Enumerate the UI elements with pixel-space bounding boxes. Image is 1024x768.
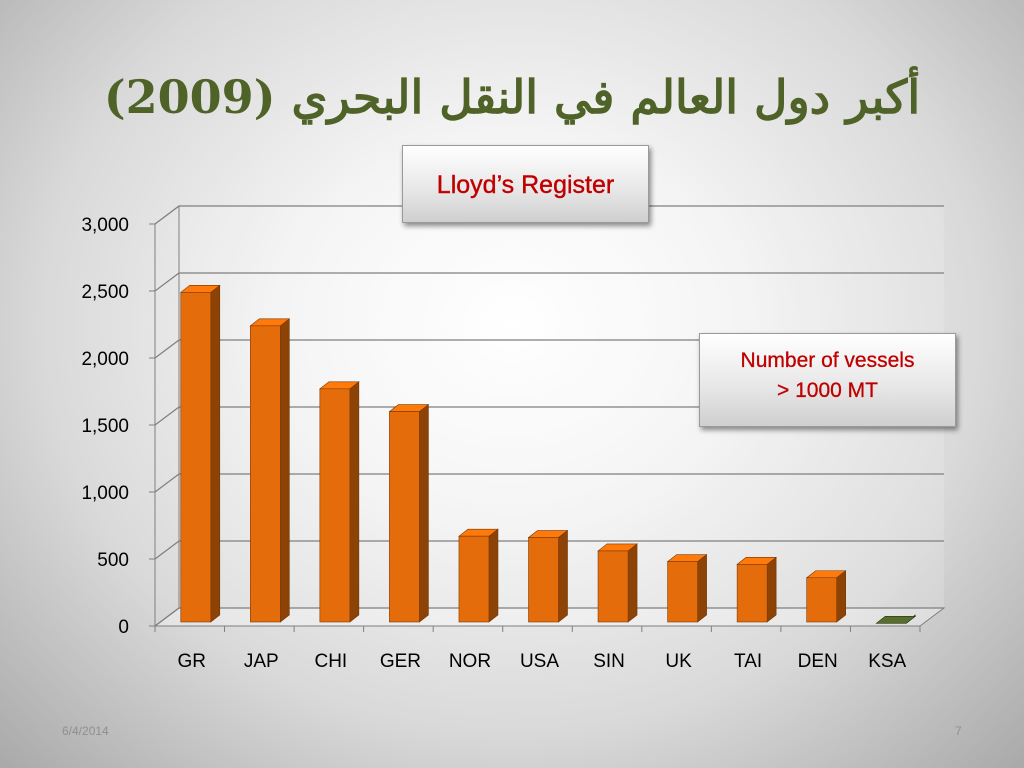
- gridline: [154, 339, 944, 359]
- chart-bars: [179, 284, 917, 624]
- bar-front: [806, 577, 837, 623]
- x-tick-label: DEN: [798, 651, 838, 672]
- y-tick-label: 3,000: [81, 215, 129, 236]
- x-tick-label: KSA: [868, 651, 906, 672]
- y-tick-label: 2,000: [81, 349, 129, 370]
- x-tick-label: SIN: [593, 651, 625, 672]
- bar-front: [667, 561, 698, 623]
- bar-nor: [458, 528, 499, 623]
- bar-usa: [527, 529, 569, 623]
- vessels-note-line1: Number of vessels: [740, 349, 915, 372]
- bar-front: [180, 292, 212, 623]
- y-tick-label: 1,500: [81, 416, 129, 437]
- x-tick-label: GR: [178, 651, 207, 672]
- footer-page-number: 7: [955, 724, 962, 738]
- y-axis-tick-labels: 0 500 1,000 1,500 2,000 2,500 3,000: [81, 215, 129, 638]
- bar-side: [697, 554, 707, 623]
- y-tick-label: 1,000: [81, 483, 129, 504]
- bar-front: [528, 537, 559, 623]
- bar-side: [766, 556, 777, 623]
- bar-ger: [388, 403, 430, 623]
- bar-tai: [736, 556, 778, 623]
- gridline: [154, 540, 944, 560]
- bar-chi: [318, 381, 360, 623]
- bar-front: [389, 411, 420, 623]
- x-tick-label: NOR: [449, 651, 491, 672]
- gridline: [154, 272, 944, 292]
- bar-side: [280, 318, 290, 623]
- bar-uk: [666, 554, 708, 623]
- source-callout: Lloyd’s Register: [402, 145, 649, 223]
- x-tick-label: CHI: [314, 651, 347, 672]
- bar-side: [488, 528, 499, 623]
- x-axis-tick-labels: GR JAP CHI GER NOR USA SIN UK TAI DEN KSA: [155, 625, 921, 672]
- x-tick-label: UK: [665, 651, 692, 672]
- bar-jap: [249, 318, 291, 623]
- bar-side: [836, 570, 846, 623]
- footer-date: 6/4/2014: [62, 724, 109, 738]
- bar-side: [210, 284, 221, 623]
- gridline: [154, 406, 944, 426]
- vessels-note-line2: > 1000 MT: [777, 379, 878, 402]
- bar-front: [597, 550, 629, 623]
- x-tick-label: JAP: [244, 651, 279, 672]
- bar-gr: [179, 284, 221, 623]
- bar-front: [458, 535, 490, 623]
- x-tick-label: USA: [520, 651, 559, 672]
- vessels-note-callout: Number of vessels > 1000 MT: [699, 333, 956, 427]
- bar-front: [319, 388, 351, 623]
- bar-ksa: [875, 614, 917, 624]
- bar-front: [250, 325, 281, 623]
- bar-side: [419, 403, 429, 623]
- gridline: [154, 473, 944, 493]
- bar-den: [805, 570, 847, 623]
- bar-top: [875, 615, 917, 624]
- y-tick-label: 0: [118, 617, 129, 638]
- bar-side: [349, 381, 360, 623]
- slide-title: أكبر دول العالم في النقل البحري (2009): [103, 70, 921, 124]
- x-tick-label: GER: [380, 651, 421, 672]
- bar-side: [627, 543, 638, 623]
- bar-front: [736, 564, 768, 623]
- x-tick-label: TAI: [734, 651, 762, 672]
- bar-side: [558, 529, 568, 623]
- y-tick-label: 2,500: [81, 282, 129, 303]
- y-tick-label: 500: [97, 550, 129, 571]
- gridline: [154, 205, 944, 225]
- bar-sin: [597, 543, 638, 623]
